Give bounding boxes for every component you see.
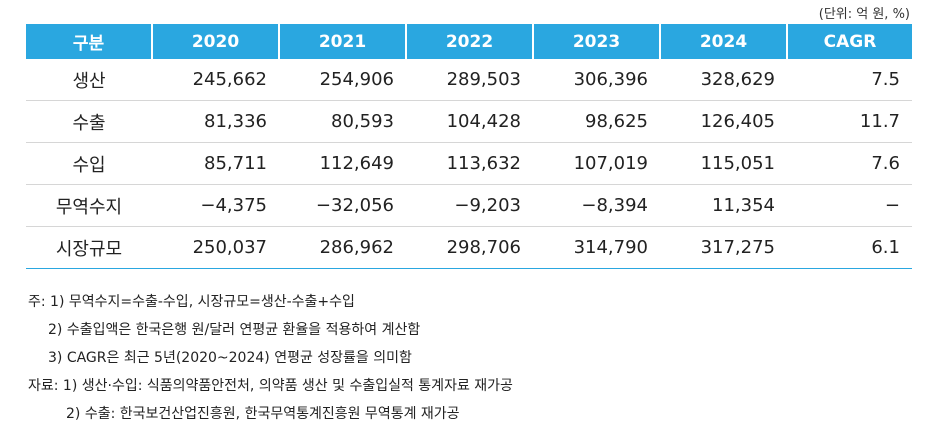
- table-cell: 317,275: [660, 226, 787, 269]
- note-line: 2) 수출입액은 한국은행 원/달러 연평균 환율을 적용하여 계산함: [48, 322, 421, 338]
- note-line: 주: 1) 무역수지=수출-수입, 시장규모=생산-수출+수입: [28, 294, 355, 310]
- table-cell: 98,625: [533, 100, 660, 143]
- table-row: 무역수지 −4,375 −32,056 −9,203 −8,394 11,354…: [26, 184, 912, 227]
- footnotes: 주: 1) 무역수지=수출-수입, 시장규모=생산-수출+수입 2) 수출입액은…: [28, 288, 513, 428]
- table-cell: 286,962: [279, 226, 406, 269]
- table-cell: 11,354: [660, 184, 787, 227]
- table-row: 시장규모 250,037 286,962 298,706 314,790 317…: [26, 226, 912, 269]
- source-line: 자료: 1) 생산·수입: 식품의약품안전처, 의약품 생산 및 수출입실적 통…: [28, 378, 513, 394]
- row-label: 수출: [26, 100, 152, 143]
- table-cell: 298,706: [406, 226, 533, 269]
- row-label: 시장규모: [26, 226, 152, 269]
- table-row: 생산 245,662 254,906 289,503 306,396 328,6…: [26, 59, 912, 101]
- table-cell: 115,051: [660, 142, 787, 185]
- table-cell: 112,649: [279, 142, 406, 185]
- table-cell: 289,503: [406, 59, 533, 101]
- table-cell: 107,019: [533, 142, 660, 185]
- table-cell: 254,906: [279, 59, 406, 101]
- row-label: 생산: [26, 59, 152, 101]
- table-row: 수출 81,336 80,593 104,428 98,625 126,405 …: [26, 100, 912, 143]
- row-label: 무역수지: [26, 184, 152, 227]
- table-cell: 314,790: [533, 226, 660, 269]
- source-line: 2) 수출: 한국보건산업진흥원, 한국무역통계진흥원 무역통계 재가공: [66, 406, 460, 422]
- header-2023: 2023: [532, 24, 660, 59]
- table-cell: −32,056: [279, 184, 406, 227]
- header-2024: 2024: [659, 24, 787, 59]
- data-table: 구분 2020 2021 2022 2023 2024 CAGR 생산 245,…: [26, 24, 912, 269]
- table-cell: 328,629: [660, 59, 787, 101]
- table-cell: −8,394: [533, 184, 660, 227]
- table-cell: 245,662: [152, 59, 279, 101]
- header-2021: 2021: [278, 24, 406, 59]
- table-cell: 81,336: [152, 100, 279, 143]
- table-cell: 250,037: [152, 226, 279, 269]
- table-cell: 113,632: [406, 142, 533, 185]
- header-cagr: CAGR: [786, 24, 912, 59]
- table-cell: 126,405: [660, 100, 787, 143]
- header-2020: 2020: [151, 24, 279, 59]
- table-cell: −4,375: [152, 184, 279, 227]
- table-cell: 306,396: [533, 59, 660, 101]
- header-row: 구분 2020 2021 2022 2023 2024 CAGR: [26, 24, 912, 59]
- note-line: 3) CAGR은 최근 5년(2020~2024) 연평균 성장률을 의미함: [48, 350, 412, 366]
- table-cell: 7.5: [787, 59, 912, 101]
- table-cell: 104,428: [406, 100, 533, 143]
- header-category: 구분: [26, 24, 152, 59]
- table-cell: −9,203: [406, 184, 533, 227]
- table-cell: −: [787, 184, 912, 227]
- table-cell: 11.7: [787, 100, 912, 143]
- table-cell: 7.6: [787, 142, 912, 185]
- table-cell: 80,593: [279, 100, 406, 143]
- table-row: 수입 85,711 112,649 113,632 107,019 115,05…: [26, 142, 912, 185]
- header-2022: 2022: [405, 24, 533, 59]
- table-cell: 85,711: [152, 142, 279, 185]
- unit-note: (단위: 억 원, %): [818, 7, 910, 22]
- table-cell: 6.1: [787, 226, 912, 269]
- row-label: 수입: [26, 142, 152, 185]
